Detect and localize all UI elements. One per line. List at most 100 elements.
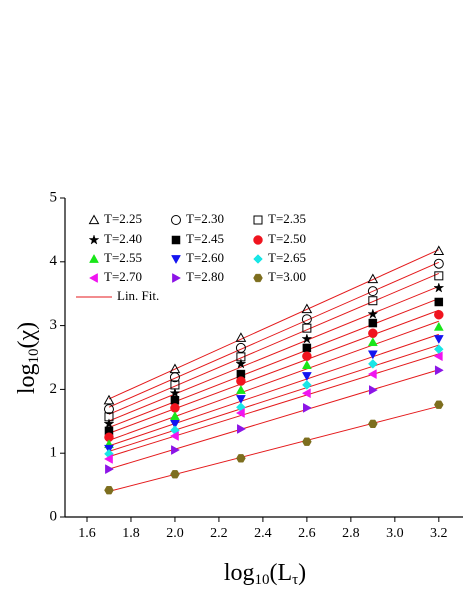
legend-marker: [171, 215, 181, 225]
marker: [169, 387, 181, 398]
y-axis-label: log10(χ): [14, 322, 43, 394]
x-tick-label: 2.6: [298, 526, 316, 541]
marker: [103, 418, 115, 429]
legend-label: T=2.45: [186, 231, 224, 246]
x-tick-label: 2.4: [254, 526, 272, 541]
marker: [235, 332, 247, 342]
marker: [170, 470, 180, 479]
legend-label: T=2.25: [104, 211, 142, 226]
marker: [103, 454, 113, 464]
marker: [433, 321, 444, 331]
legend-label: T=2.80: [186, 269, 224, 284]
x-tick-label: 2.0: [166, 526, 184, 541]
marker: [433, 351, 443, 362]
legend-label: T=2.60: [186, 250, 224, 265]
marker: [235, 408, 245, 418]
marker: [236, 376, 246, 386]
x-label-base: log: [224, 560, 255, 586]
marker: [367, 273, 379, 284]
fit-line: [108, 405, 439, 492]
marker: [235, 395, 246, 404]
marker: [433, 335, 444, 345]
legend-marker: [253, 235, 263, 245]
legend-label: T=2.55: [104, 250, 142, 265]
y-label-base: log: [14, 363, 40, 394]
marker: [434, 365, 444, 376]
marker: [105, 464, 114, 475]
fit-line: [108, 353, 439, 458]
legend-marker: [89, 253, 99, 263]
fit-line: [108, 309, 439, 434]
marker: [301, 360, 312, 370]
marker: [434, 297, 444, 307]
fit-line: [108, 344, 439, 452]
x-tick-label: 3.2: [430, 526, 448, 541]
marker: [235, 385, 246, 394]
marker: [104, 486, 114, 495]
y-tick-label: 5: [50, 189, 58, 205]
marker: [368, 385, 378, 395]
legend-label: T=2.40: [104, 231, 142, 246]
legend-label: T=2.30: [186, 211, 224, 226]
y-tick-label: 1: [50, 445, 58, 461]
legend-marker: [253, 273, 263, 283]
marker: [301, 333, 313, 344]
marker: [433, 245, 445, 256]
legend-label: T=2.35: [268, 211, 306, 226]
marker: [103, 404, 114, 415]
legend-marker: [88, 214, 100, 225]
marker: [302, 380, 312, 390]
legend-marker: [253, 254, 263, 264]
marker: [302, 437, 312, 446]
y-tick-label: 4: [50, 253, 58, 269]
marker: [170, 420, 180, 429]
marker: [367, 308, 379, 319]
y-tick-label: 3: [50, 317, 58, 333]
x-label-sub: 10: [254, 572, 269, 588]
marker: [170, 411, 180, 421]
y-label-sub: 10: [26, 348, 42, 363]
y-label-arg: (χ): [14, 322, 40, 349]
marker: [301, 388, 311, 399]
marker: [434, 271, 444, 281]
marker: [433, 258, 444, 269]
marker: [170, 395, 180, 405]
legend-fit-label: Lin. Fit.: [117, 288, 159, 303]
marker: [302, 323, 312, 333]
x-label-sub2: τ: [292, 572, 298, 588]
y-tick-label: 2: [50, 381, 58, 397]
legend-marker: [88, 234, 100, 245]
marker: [367, 350, 378, 360]
marker: [367, 359, 378, 369]
x-tick-label: 1.6: [78, 526, 96, 541]
marker: [301, 303, 313, 314]
legend-marker: [171, 235, 181, 245]
fit-line: [108, 249, 440, 400]
marker: [236, 454, 246, 463]
marker: [367, 286, 378, 297]
x-axis-label: log10(Lτ): [224, 560, 306, 589]
x-tick-label: 3.0: [386, 526, 404, 541]
marker: [169, 431, 179, 441]
marker: [171, 445, 180, 455]
marker: [368, 318, 378, 328]
fit-line: [108, 285, 440, 422]
legend-label: T=2.50: [268, 231, 306, 246]
marker: [368, 328, 378, 339]
x-label-close: ): [298, 560, 306, 586]
marker: [367, 337, 378, 347]
marker: [434, 310, 444, 320]
marker: [368, 419, 378, 428]
marker: [301, 372, 312, 382]
fit-line: [108, 333, 439, 447]
fit-line: [108, 298, 439, 428]
x-tick-label: 2.2: [210, 526, 228, 541]
marker: [235, 358, 247, 369]
legend-label: T=2.65: [268, 250, 306, 265]
marker: [433, 282, 445, 293]
legend-marker: [88, 273, 98, 283]
marker: [170, 403, 180, 413]
legend-marker: [172, 273, 182, 283]
marker: [302, 343, 312, 353]
y-tick-label: 0: [50, 508, 58, 524]
